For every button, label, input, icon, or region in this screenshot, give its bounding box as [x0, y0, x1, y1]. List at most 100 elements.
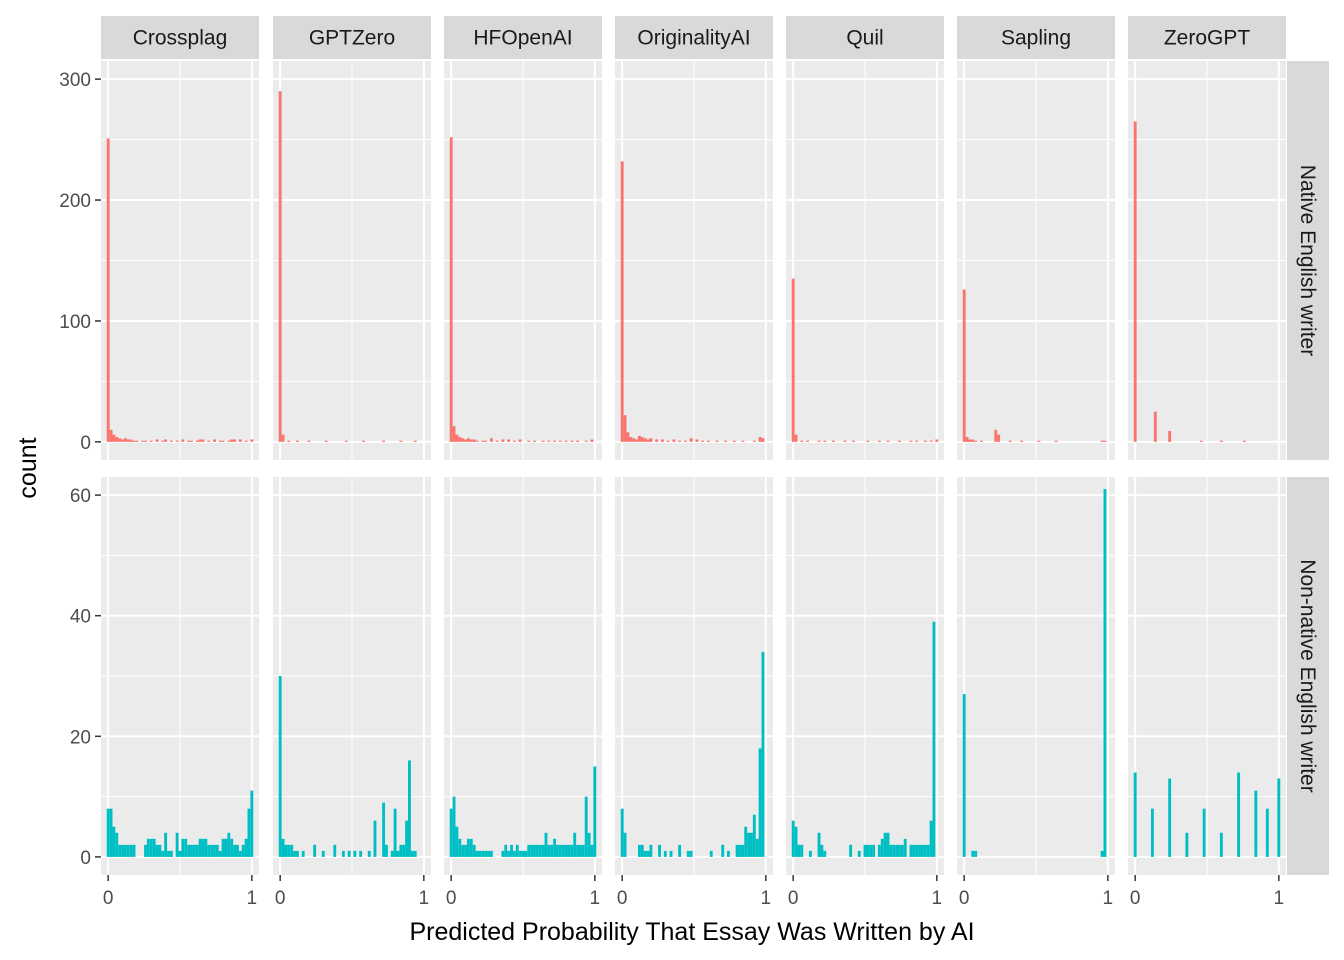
histogram-bar — [883, 832, 887, 857]
histogram-bar — [359, 850, 363, 857]
histogram-bar — [579, 844, 582, 857]
histogram-bar — [556, 844, 559, 857]
histogram-bar — [126, 439, 130, 442]
histogram-bar — [527, 844, 531, 857]
histogram-bar — [230, 439, 234, 442]
histogram-bar — [295, 850, 299, 857]
histogram-bar — [590, 439, 594, 442]
y-tick-label: 300 — [59, 70, 91, 91]
histogram-bar — [564, 844, 568, 857]
histogram-bar — [281, 434, 285, 442]
row-strip-non-native-english-writer: Non-native English writer — [1287, 477, 1329, 875]
histogram-bar — [866, 440, 870, 442]
histogram-bar — [1237, 772, 1241, 857]
histogram-bar — [121, 844, 124, 857]
histogram-bar — [823, 850, 827, 857]
histogram-bar — [817, 832, 821, 857]
histogram-bar — [590, 844, 594, 857]
histogram-bar — [475, 440, 479, 442]
histogram-bar — [620, 161, 624, 442]
histogram-bar — [701, 440, 705, 442]
histogram-bar — [175, 440, 179, 442]
histogram-bar — [155, 844, 159, 857]
histogram-bar — [181, 439, 185, 442]
histogram-bar — [301, 850, 305, 857]
x-tick-label: 1 — [1103, 888, 1114, 909]
histogram-bar — [561, 844, 565, 857]
facet-strip-background — [615, 16, 773, 59]
histogram-bar — [747, 832, 751, 857]
histogram-bar — [962, 289, 966, 442]
histogram-bar — [287, 844, 291, 857]
facet-strip-label: OriginalityAI — [637, 27, 750, 50]
histogram-bar — [210, 844, 214, 857]
histogram-bar — [1133, 121, 1137, 442]
histogram-bar — [118, 438, 122, 442]
histogram-bar — [593, 766, 597, 857]
histogram-bar — [472, 844, 476, 857]
histogram-bar — [926, 844, 930, 857]
histogram-bar — [564, 440, 568, 442]
histogram-bar — [149, 440, 153, 442]
histogram-bar — [903, 838, 907, 857]
histogram-bar — [141, 440, 145, 442]
histogram-bar — [1054, 440, 1058, 442]
histogram-bar — [535, 844, 539, 857]
histogram-bar — [521, 850, 525, 857]
histogram-bar — [144, 440, 147, 442]
histogram-bar — [469, 838, 473, 857]
histogram-bar — [732, 440, 736, 442]
histogram-bar — [587, 832, 591, 857]
histogram-bar — [152, 838, 156, 857]
histogram-bar — [538, 844, 542, 857]
histogram-bar — [469, 439, 473, 442]
histogram-bar — [396, 850, 400, 857]
histogram-bar — [187, 844, 191, 857]
y-tick-label: 40 — [70, 607, 91, 628]
histogram-bar — [221, 440, 225, 442]
histogram-bar — [507, 850, 511, 857]
histogram-bar — [915, 844, 919, 857]
histogram-bar — [455, 434, 459, 442]
histogram-bar — [175, 832, 179, 857]
histogram-bar — [244, 440, 248, 442]
histogram-bar — [307, 440, 311, 442]
row-strip-native-english-writer: Native English writer — [1287, 61, 1329, 460]
facet-strips: Crossplag GPTZero HFOpenAI OriginalityAI Qui… — [101, 16, 1329, 875]
histogram-bar — [800, 440, 804, 442]
histogram-bar — [1219, 440, 1223, 442]
histogram-bar — [353, 850, 357, 857]
histogram-bar — [313, 844, 317, 857]
histogram-bar — [333, 844, 337, 857]
histogram-bar — [649, 438, 653, 442]
x-tick-label: 1 — [247, 888, 258, 909]
facet-strip-background — [957, 16, 1115, 59]
facet-strip-crossplag: Crossplag — [101, 16, 259, 59]
histogram-bar — [806, 440, 809, 442]
panel-non-native-english-writer-quil — [786, 477, 944, 875]
histogram-bar — [464, 844, 467, 857]
histogram-bar — [399, 844, 403, 857]
x-tick-label: 1 — [761, 888, 772, 909]
histogram-bar — [1100, 850, 1104, 857]
histogram-bar — [112, 826, 116, 857]
histogram-bar — [724, 440, 728, 442]
histogram-bar — [218, 440, 222, 442]
y-tick-label: 200 — [59, 191, 91, 212]
histogram-bar — [932, 621, 936, 857]
histogram-bar — [161, 440, 165, 442]
histogram-bar — [1103, 489, 1107, 857]
histogram-bar — [797, 844, 801, 857]
histogram-bar — [533, 440, 536, 442]
histogram-bar — [115, 437, 119, 442]
histogram-bar — [669, 850, 673, 857]
histogram-bar — [135, 440, 139, 442]
x-tick-label: 1 — [932, 888, 943, 909]
histogram-bar — [800, 844, 804, 857]
facet-strip-background — [444, 16, 602, 59]
histogram-bar — [584, 796, 588, 857]
histogram-bar — [132, 440, 136, 442]
panel-non-native-english-writer-gptzero — [273, 477, 431, 875]
histogram-bar — [758, 748, 762, 857]
histogram-bar — [190, 440, 193, 442]
